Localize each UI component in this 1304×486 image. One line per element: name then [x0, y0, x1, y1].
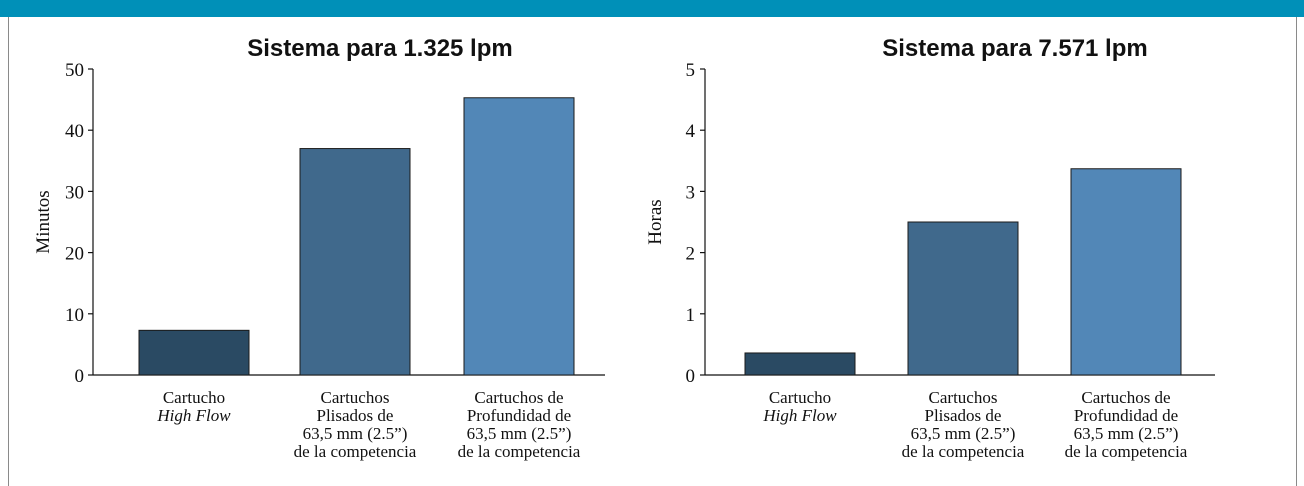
y-tick-label: 5 [686, 60, 696, 81]
right-border [1296, 17, 1297, 486]
y-tick-label: 3 [686, 182, 696, 203]
bar [138, 329, 250, 376]
category-label: Cartuchos Plisados de 63,5 mm (2.5”) de la … [902, 388, 1025, 461]
y-tick-label: 0 [75, 366, 85, 387]
y-tick-label: 0 [686, 366, 696, 387]
y-axis-label: Minutos [33, 190, 54, 253]
category-label: Cartuchos Plisados de 63,5 mm (2.5”) de la … [294, 388, 417, 461]
y-axis-label: Horas [645, 199, 666, 244]
y-tick-label: 20 [65, 244, 84, 265]
bar [744, 352, 856, 376]
chart-title: Sistema para 7.571 lpm [882, 35, 1147, 62]
bar [463, 97, 575, 376]
chart-title: Sistema para 1.325 lpm [247, 35, 512, 62]
y-tick-label: 1 [686, 305, 696, 326]
category-label: Cartucho High Flow [762, 388, 837, 425]
y-tick-label: 10 [65, 305, 84, 326]
left-border [8, 17, 9, 486]
bar [907, 221, 1019, 376]
category-label: Cartuchos de Profundidad de 63,5 mm (2.5”)… [458, 388, 581, 461]
header-bar [0, 0, 1304, 17]
category-label: Cartuchos de Profundidad de 63,5 mm (2.5”)… [1065, 388, 1188, 461]
y-tick-label: 50 [65, 60, 84, 81]
y-tick-label: 2 [686, 244, 696, 265]
y-tick-label: 4 [686, 121, 696, 142]
y-tick-label: 30 [65, 182, 84, 203]
bar [1070, 168, 1182, 376]
category-label: Cartucho High Flow [156, 388, 231, 425]
y-tick-label: 40 [65, 121, 84, 142]
bar [299, 148, 411, 376]
